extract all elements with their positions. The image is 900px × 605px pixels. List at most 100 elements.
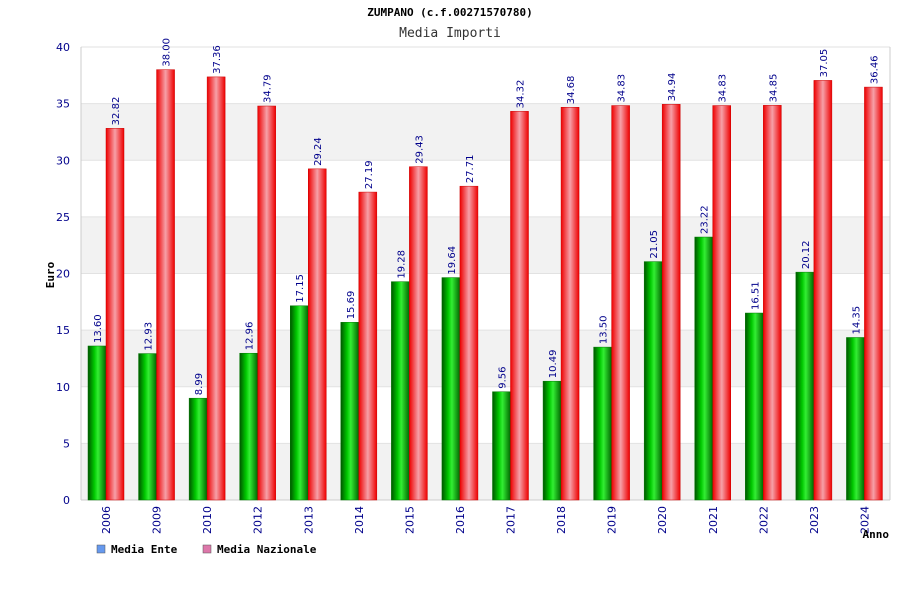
- y-tick-label: 40: [56, 41, 70, 54]
- bar-media-ente: [694, 236, 713, 501]
- value-label: 34.94: [667, 73, 678, 102]
- y-tick-label: 5: [63, 437, 70, 450]
- bar-media-nazionale: [661, 104, 681, 501]
- value-label: 34.68: [566, 76, 577, 105]
- x-tick-label: 2013: [302, 506, 315, 534]
- x-tick-label: 2015: [403, 506, 416, 534]
- value-label: 21.05: [649, 230, 660, 259]
- bar-media-ente: [87, 345, 107, 501]
- bar-media-ente: [846, 337, 865, 501]
- x-tick-label: 2022: [757, 506, 770, 534]
- value-label: 36.46: [869, 55, 880, 84]
- y-axis-label: Euro: [44, 261, 57, 288]
- value-label: 34.85: [768, 74, 779, 103]
- value-label: 14.35: [851, 306, 862, 335]
- value-label: 19.28: [396, 250, 407, 279]
- y-tick-label: 35: [56, 98, 70, 111]
- value-label: 23.22: [700, 205, 711, 234]
- bar-media-nazionale: [308, 168, 327, 501]
- x-tick-label: 2024: [858, 506, 871, 534]
- bar-media-nazionale: [560, 106, 580, 501]
- bar-media-ente: [340, 322, 360, 501]
- value-label: 27.19: [364, 160, 375, 189]
- value-label: 19.64: [447, 246, 458, 275]
- x-axis-label: Anno: [863, 528, 890, 541]
- bar-media-ente: [239, 352, 258, 501]
- value-label: 37.05: [819, 49, 830, 78]
- bar-media-nazionale: [156, 69, 175, 501]
- x-tick-label: 2006: [100, 506, 113, 534]
- x-tick-label: 2018: [555, 506, 568, 534]
- value-label: 15.69: [346, 291, 357, 320]
- y-tick-label: 0: [63, 494, 70, 507]
- value-label: 9.56: [498, 366, 509, 388]
- value-label: 29.24: [313, 137, 324, 166]
- value-label: 16.51: [750, 281, 761, 310]
- bar-media-nazionale: [763, 105, 782, 501]
- value-label: 34.83: [718, 74, 729, 103]
- value-label: 13.60: [93, 314, 104, 343]
- x-tick-label: 2010: [201, 506, 214, 534]
- bar-media-ente: [188, 397, 208, 501]
- legend: Media Ente Media Nazionale: [96, 543, 317, 556]
- y-tick-label: 10: [56, 381, 70, 394]
- legend-label: Media Ente: [111, 543, 178, 556]
- value-label: 32.82: [111, 97, 122, 126]
- bar-media-ente: [290, 305, 309, 501]
- y-tick-label: 25: [56, 211, 70, 224]
- bar-media-ente: [795, 271, 815, 501]
- x-tick-label: 2023: [808, 506, 821, 534]
- y-axis-ticks: 0 5 10 15 20 25 30 35 40: [56, 41, 70, 507]
- value-label: 34.79: [263, 74, 274, 103]
- value-label: 38.00: [162, 38, 173, 67]
- value-label: 34.32: [516, 80, 527, 109]
- bar-media-nazionale: [358, 191, 378, 501]
- x-tick-label: 2016: [454, 506, 467, 534]
- bars: [87, 69, 883, 501]
- bar-media-ente: [391, 281, 410, 501]
- bar-media-ente: [542, 380, 562, 501]
- value-label: 37.36: [212, 45, 223, 74]
- bar-media-nazionale: [206, 76, 226, 501]
- bar-media-nazionale: [611, 105, 630, 501]
- x-tick-label: 2017: [505, 506, 518, 534]
- bar-media-ente: [643, 261, 663, 501]
- bar-media-ente: [593, 346, 612, 501]
- bar-media-nazionale: [257, 105, 276, 501]
- x-tick-label: 2014: [353, 506, 366, 534]
- legend-label: Media Nazionale: [217, 543, 317, 556]
- y-tick-label: 15: [56, 324, 70, 337]
- bar-media-nazionale: [813, 80, 833, 501]
- chart-subtitle: Media Importi: [399, 26, 501, 41]
- value-label: 27.71: [465, 155, 476, 184]
- value-labels: 13.60 32.82 12.93 38.00 8.99 37.36 12.96 34.79 1…: [93, 38, 880, 395]
- y-tick-label: 30: [56, 154, 70, 167]
- value-label: 12.96: [245, 322, 256, 351]
- value-label: 17.15: [295, 274, 306, 303]
- legend-swatch: [96, 544, 106, 554]
- bar-media-nazionale: [864, 86, 883, 501]
- bar-media-ente: [745, 312, 764, 501]
- x-tick-label: 2020: [656, 506, 669, 534]
- x-tick-label: 2009: [151, 506, 164, 534]
- y-tick-label: 20: [56, 268, 70, 281]
- x-axis-ticks: 2006 2009 2010 2012 2013 2014 2015 2016 2017 2018…: [100, 506, 871, 534]
- bar-media-nazionale: [459, 185, 479, 501]
- bar-media-nazionale: [510, 111, 529, 501]
- x-tick-label: 2012: [252, 506, 265, 534]
- value-label: 13.50: [599, 315, 610, 344]
- value-label: 20.12: [801, 241, 812, 270]
- bar-media-nazionale: [105, 128, 125, 501]
- bar-media-ente: [492, 391, 511, 501]
- legend-swatch: [202, 544, 212, 554]
- x-tick-label: 2021: [707, 506, 720, 534]
- value-label: 34.83: [617, 74, 628, 103]
- value-label: 29.43: [414, 135, 425, 164]
- value-label: 12.93: [144, 322, 155, 351]
- value-label: 8.99: [194, 373, 205, 395]
- bar-media-nazionale: [409, 166, 428, 501]
- bar-media-ente: [441, 277, 461, 501]
- bar-media-ente: [138, 353, 157, 501]
- bar-media-nazionale: [712, 105, 731, 501]
